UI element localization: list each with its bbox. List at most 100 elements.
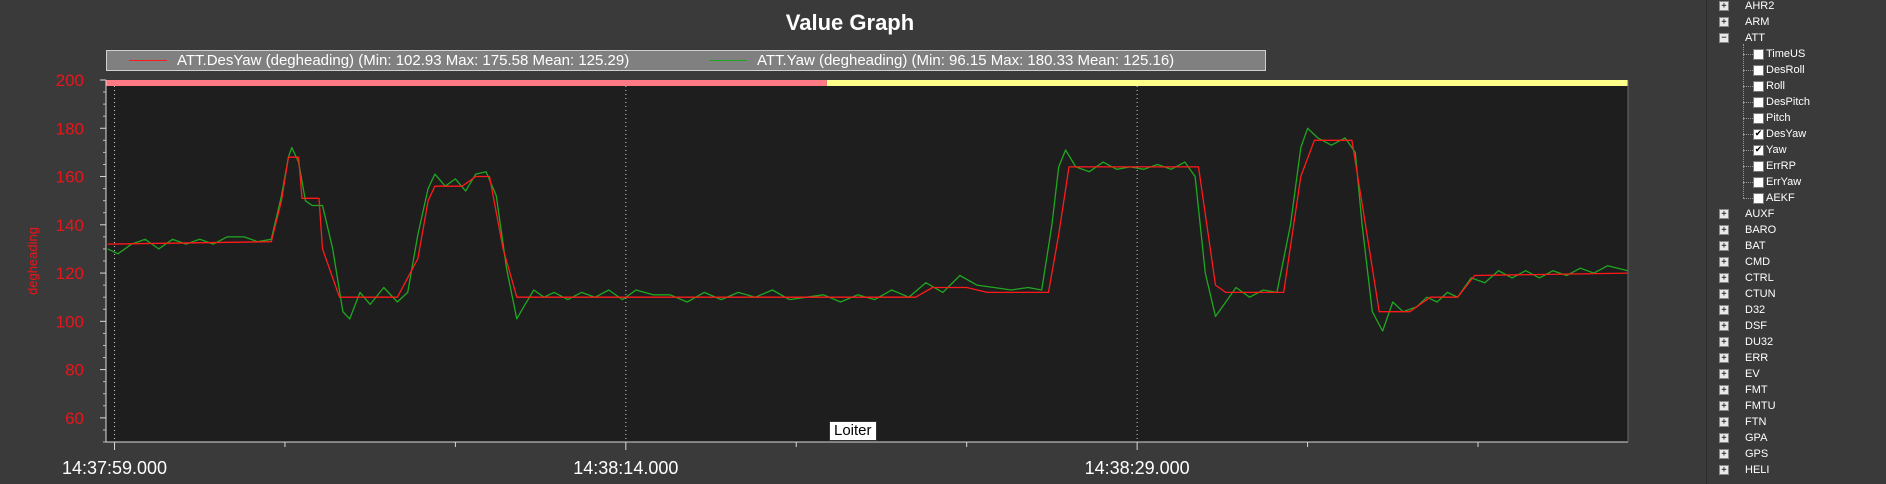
tree-field-label: ErrRP xyxy=(1766,160,1796,172)
field-checkbox-despitch[interactable] xyxy=(1753,96,1764,108)
tree-field-desyaw[interactable]: ✔ DesYaw xyxy=(1743,126,1807,142)
tree-field-label: DesYaw xyxy=(1766,128,1807,140)
field-checkbox-timeus[interactable] xyxy=(1753,48,1764,60)
tree-field-aekf[interactable]: AEKF xyxy=(1743,190,1795,206)
tree-item-label: ARM xyxy=(1745,16,1770,28)
tree-item-ahr2[interactable]: + AHR2 xyxy=(1719,0,1774,14)
y-axis-label: degheading xyxy=(25,227,40,295)
tree-field-despitch[interactable]: DesPitch xyxy=(1743,94,1810,110)
field-checkbox-yaw[interactable]: ✔ xyxy=(1753,144,1764,156)
expand-icon[interactable]: + xyxy=(1719,257,1729,267)
legend-swatch-yaw xyxy=(709,60,747,61)
tree-item-att[interactable]: − ATT xyxy=(1719,30,1765,46)
expand-icon[interactable]: + xyxy=(1719,225,1729,235)
tree-item-label: FTN xyxy=(1745,416,1767,428)
y-tick-label-140: 140 xyxy=(56,216,84,235)
tree-field-roll[interactable]: Roll xyxy=(1743,78,1785,94)
tree-item-cmd[interactable]: + CMD xyxy=(1719,254,1770,270)
expand-icon[interactable]: + xyxy=(1719,417,1729,427)
expand-icon[interactable]: + xyxy=(1719,449,1729,459)
tree-item-label: AUXF xyxy=(1745,208,1775,220)
expand-icon[interactable]: + xyxy=(1719,289,1729,299)
tree-item-bat[interactable]: + BAT xyxy=(1719,238,1766,254)
tree-field-timeus[interactable]: TimeUS xyxy=(1743,46,1806,62)
tree-item-err[interactable]: + ERR xyxy=(1719,350,1768,366)
legend-label-desyaw: ATT.DesYaw (degheading) (Min: 102.93 Max… xyxy=(177,52,630,69)
collapse-icon[interactable]: − xyxy=(1719,33,1729,43)
tree-field-label: TimeUS xyxy=(1766,48,1806,60)
tree-item-gpa[interactable]: + GPA xyxy=(1719,430,1767,446)
tree-field-erryaw[interactable]: ErrYaw xyxy=(1743,174,1801,190)
field-checkbox-errrp[interactable] xyxy=(1753,160,1764,172)
x-tick-label-0: 14:37:59.000 xyxy=(62,458,167,478)
tree-item-label: GPS xyxy=(1745,448,1769,460)
field-checkbox-roll[interactable] xyxy=(1753,80,1764,92)
tree-item-label: FMT xyxy=(1745,384,1768,396)
tree-connector xyxy=(1743,150,1753,151)
tree-field-label: Roll xyxy=(1766,80,1785,92)
tree-item-ev[interactable]: + EV xyxy=(1719,366,1760,382)
tree-connector xyxy=(1743,102,1753,103)
expand-icon[interactable]: + xyxy=(1719,241,1729,251)
tree-item-ftn[interactable]: + FTN xyxy=(1719,414,1766,430)
tree-item-label: HELI xyxy=(1745,464,1770,476)
plot-area xyxy=(106,80,1628,442)
expand-icon[interactable]: + xyxy=(1719,1,1729,11)
series-desyaw-line xyxy=(107,139,1629,313)
tree-item-fmt[interactable]: + FMT xyxy=(1719,382,1768,398)
tree-item-heli[interactable]: + HELI xyxy=(1719,462,1769,478)
expand-icon[interactable]: + xyxy=(1719,17,1729,27)
tree-item-label: DSF xyxy=(1745,320,1767,332)
graph-title: Value Graph xyxy=(785,10,915,35)
tree-field-errrp[interactable]: ErrRP xyxy=(1743,158,1796,174)
tree-field-yaw[interactable]: ✔ Yaw xyxy=(1743,142,1787,158)
graph-area: 60 80 100 120 140 160 180 200 degheading 14:37:59… xyxy=(25,10,1629,478)
expand-icon[interactable]: + xyxy=(1719,305,1729,315)
expand-icon[interactable]: + xyxy=(1719,321,1729,331)
mode-label-loiter: Loiter xyxy=(829,421,877,441)
tree-item-arm[interactable]: + ARM xyxy=(1719,14,1769,30)
tree-item-baro[interactable]: + BARO xyxy=(1719,222,1776,238)
expand-icon[interactable]: + xyxy=(1719,337,1729,347)
tree-field-desroll[interactable]: DesRoll xyxy=(1743,62,1805,78)
field-checkbox-pitch[interactable] xyxy=(1753,112,1764,124)
tree-connector xyxy=(1743,118,1753,119)
field-tree-panel[interactable]: + AHR2 + ARM − ATT TimeUS DesRoll Roll DesPitch Pi… xyxy=(1706,0,1886,484)
expand-icon[interactable]: + xyxy=(1719,465,1729,475)
tree-item-label: BAT xyxy=(1745,240,1766,252)
tree-item-label: ATT xyxy=(1745,32,1765,44)
mode-band-0 xyxy=(106,80,827,86)
tree-item-ctun[interactable]: + CTUN xyxy=(1719,286,1776,302)
mode-band-1 xyxy=(826,80,1628,86)
value-graph-chart: 60 80 100 120 140 160 180 200 degheading 14:37:59… xyxy=(25,71,1629,478)
field-checkbox-desroll[interactable] xyxy=(1753,64,1764,76)
tree-item-ctrl[interactable]: + CTRL xyxy=(1719,270,1774,286)
tree-item-d32[interactable]: + D32 xyxy=(1719,302,1765,318)
tree-item-gps[interactable]: + GPS xyxy=(1719,446,1768,462)
expand-icon[interactable]: + xyxy=(1719,369,1729,379)
tree-item-auxf[interactable]: + AUXF xyxy=(1719,206,1774,222)
field-checkbox-erryaw[interactable] xyxy=(1753,176,1764,188)
legend-entry-desyaw[interactable]: ATT.DesYaw (degheading) (Min: 102.93 Max… xyxy=(129,51,629,70)
tree-item-label: ERR xyxy=(1745,352,1769,364)
expand-icon[interactable]: + xyxy=(1719,353,1729,363)
chart-legend: ATT.DesYaw (degheading) (Min: 102.93 Max… xyxy=(106,50,1266,71)
legend-entry-yaw[interactable]: ATT.Yaw (degheading) (Min: 96.15 Max: 18… xyxy=(709,51,1174,70)
expand-icon[interactable]: + xyxy=(1719,385,1729,395)
expand-icon[interactable]: + xyxy=(1719,273,1729,283)
tree-item-fmtu[interactable]: + FMTU xyxy=(1719,398,1776,414)
expand-icon[interactable]: + xyxy=(1719,209,1729,219)
field-checkbox-desyaw[interactable]: ✔ xyxy=(1753,128,1764,140)
y-tick-label-80: 80 xyxy=(65,361,84,380)
expand-icon[interactable]: + xyxy=(1719,401,1729,411)
y-tick-label-200: 200 xyxy=(56,71,84,90)
legend-swatch-desyaw xyxy=(129,60,167,61)
tree-connector xyxy=(1743,44,1744,198)
tree-connector xyxy=(1743,54,1753,55)
tree-field-pitch[interactable]: Pitch xyxy=(1743,110,1790,126)
tree-item-dsf[interactable]: + DSF xyxy=(1719,318,1767,334)
expand-icon[interactable]: + xyxy=(1719,433,1729,443)
tree-item-label: CTRL xyxy=(1745,272,1774,284)
field-checkbox-aekf[interactable] xyxy=(1753,192,1764,204)
tree-item-du32[interactable]: + DU32 xyxy=(1719,334,1773,350)
